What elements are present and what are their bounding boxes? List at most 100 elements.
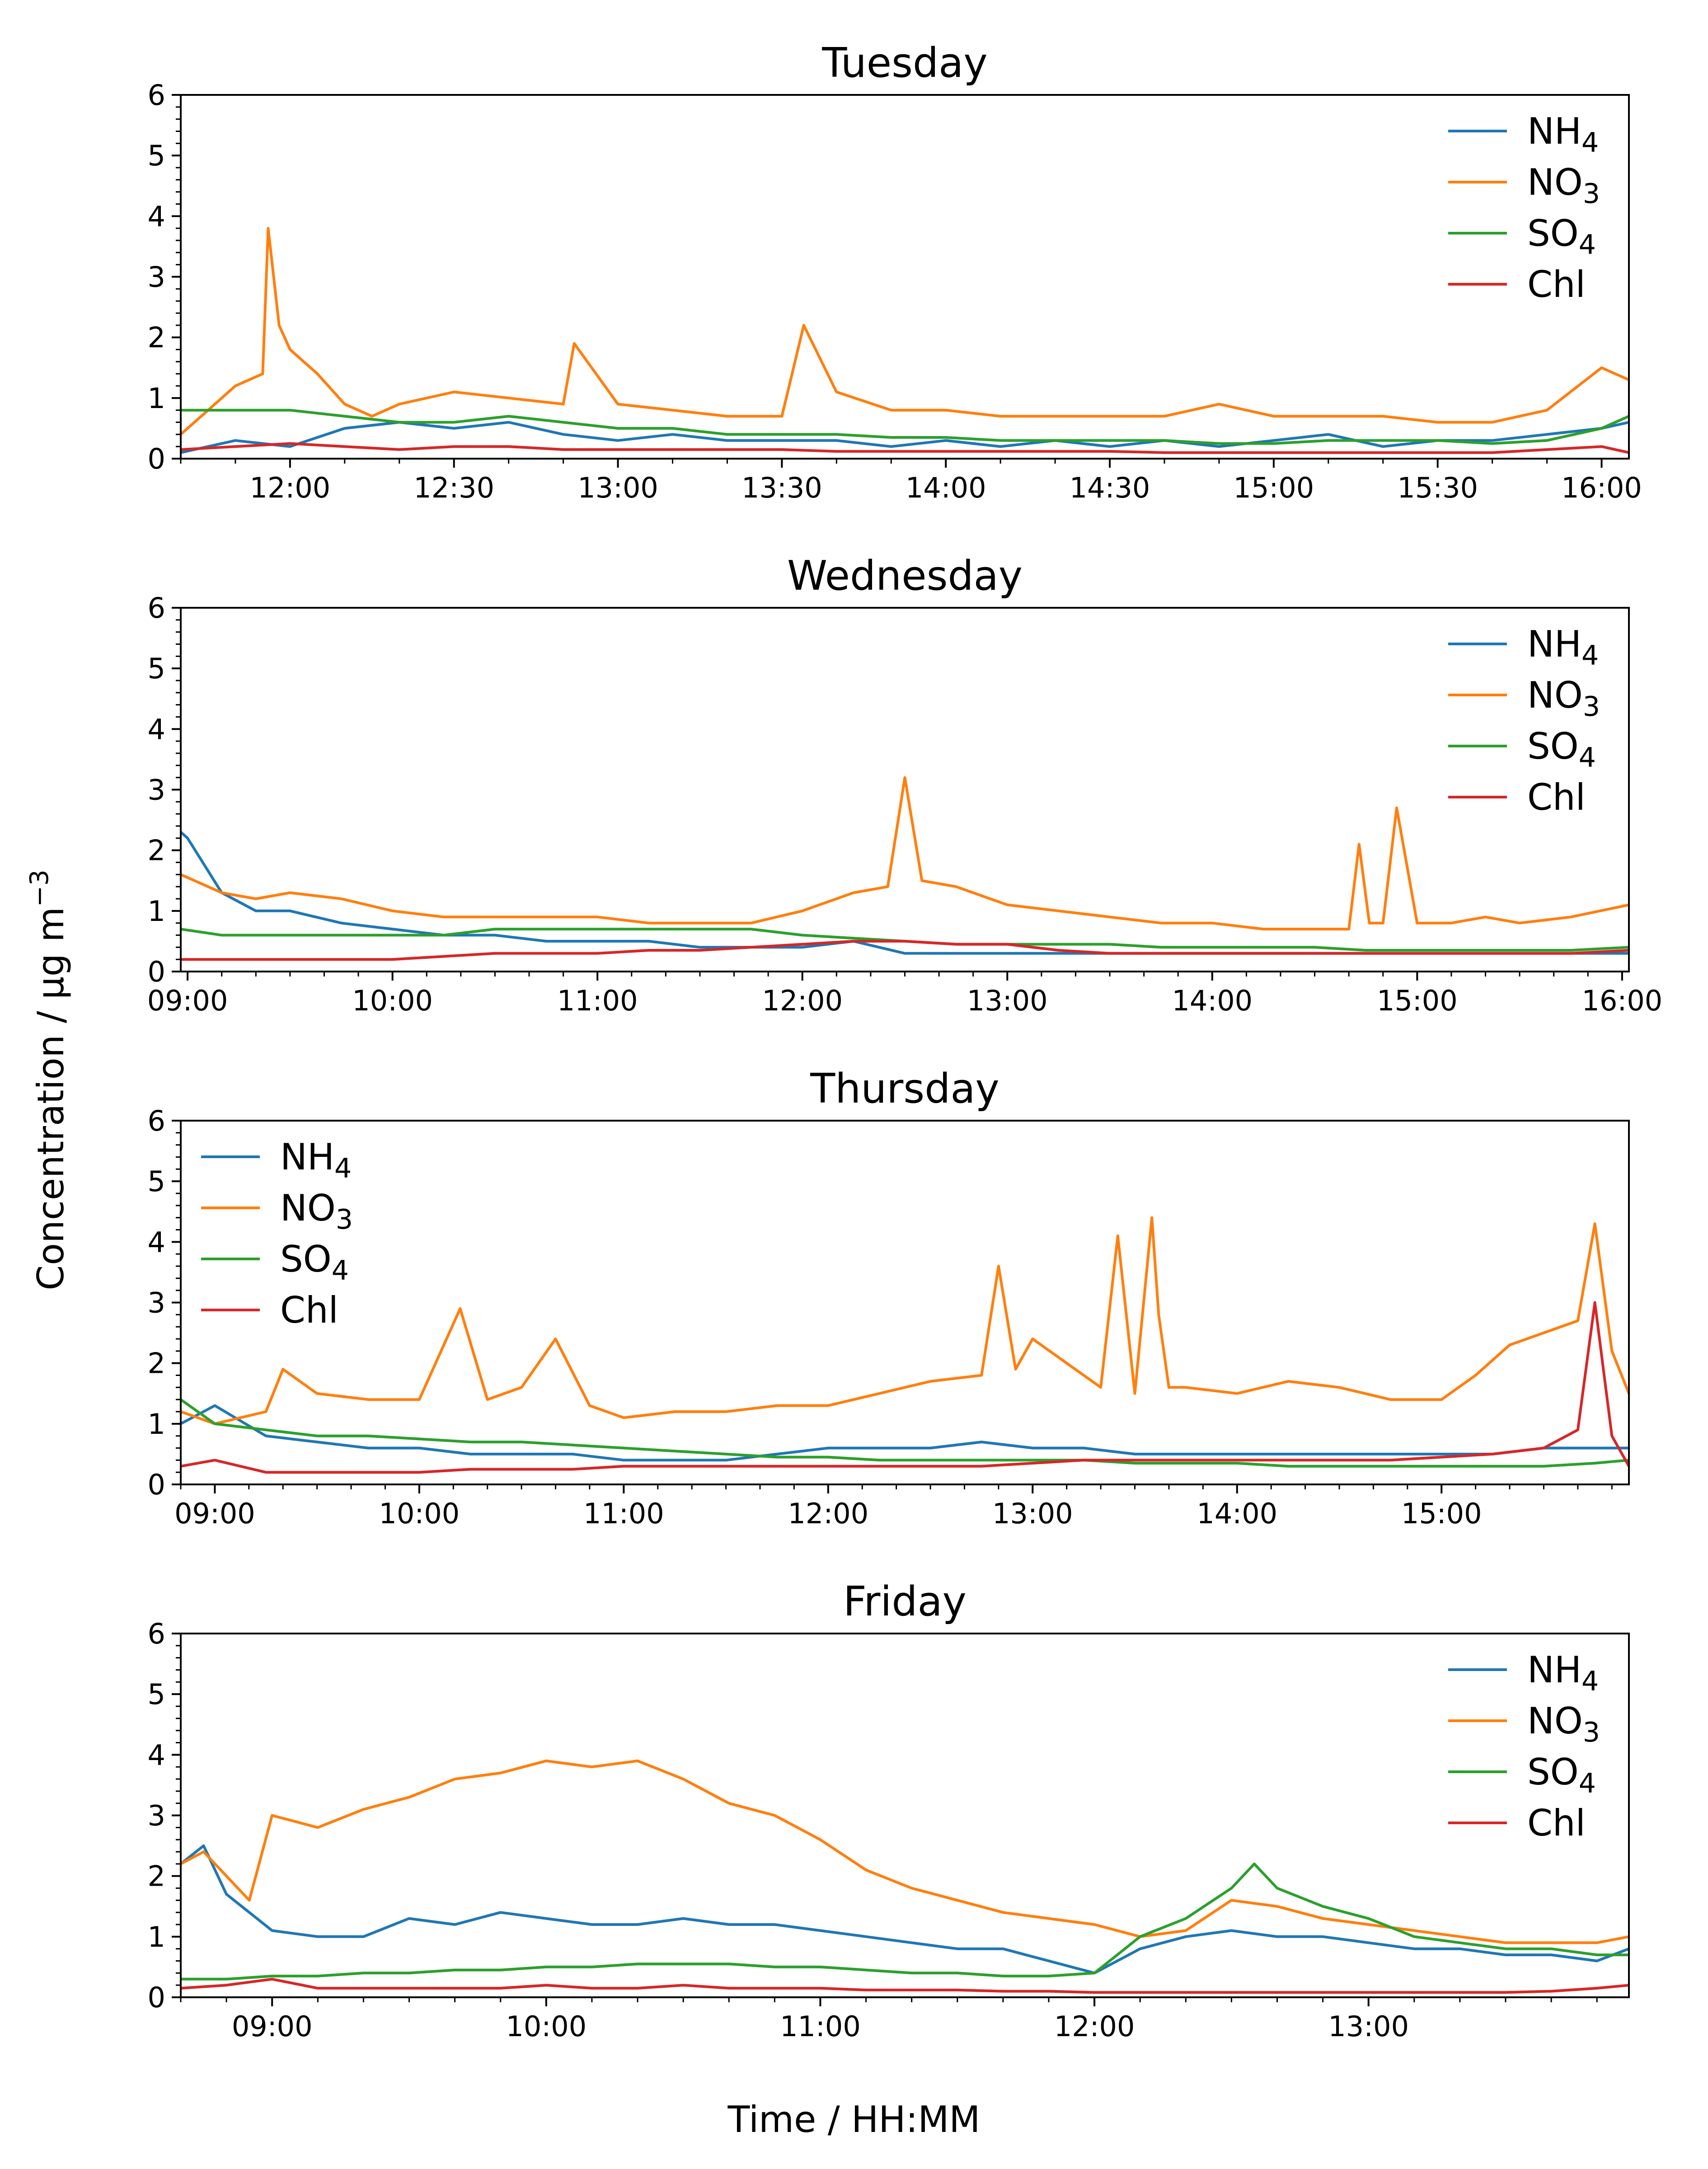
y-tick-label: 2 xyxy=(148,321,165,354)
series-line-chl xyxy=(181,939,1629,961)
series-line-so4 xyxy=(181,408,1629,445)
panel-title: Friday xyxy=(843,1578,967,1625)
y-tick-label: 2 xyxy=(148,834,165,867)
y-tick-label: 0 xyxy=(148,955,165,988)
series-line-so4 xyxy=(181,1398,1629,1468)
x-tick-label: 09:00 xyxy=(232,2010,313,2043)
legend-label-so4: SO4 xyxy=(1527,1751,1596,1799)
series-group xyxy=(181,227,1629,454)
panel-thursday: Thursday 0 1 2 3 4 5 6 09:00 10:00 11:00 12:00 13:00… xyxy=(148,1065,1630,1530)
axes-frame xyxy=(180,94,1630,460)
x-tick-label: 09:00 xyxy=(174,1497,255,1530)
y-tick-label: 1 xyxy=(148,382,165,415)
legend-label-chl: Chl xyxy=(280,1289,338,1331)
y-axis-label-text: Concentration / μg m xyxy=(30,907,72,1291)
y-tick-label: 4 xyxy=(148,200,165,233)
x-tick-label: 11:00 xyxy=(583,1497,664,1530)
y-tick-label: 5 xyxy=(148,1165,165,1198)
x-tick-label: 09:00 xyxy=(147,984,228,1017)
series-line-chl xyxy=(181,1977,1629,1994)
legend-label-nh4: NH4 xyxy=(280,1136,352,1184)
x-tick-label: 11:00 xyxy=(780,2010,861,2043)
x-tick-label: 15:00 xyxy=(1377,984,1458,1017)
series-line-no3 xyxy=(181,776,1629,931)
x-tick-label: 10:00 xyxy=(379,1497,460,1530)
y-tick-label: 0 xyxy=(148,1981,165,2014)
x-tick-label: 13:00 xyxy=(1328,2010,1409,2043)
x-tick-label: 15:30 xyxy=(1397,471,1478,504)
legend-label-nh4: NH4 xyxy=(1527,623,1599,671)
x-tick-label: 14:00 xyxy=(1197,1497,1277,1530)
legend-label-no3: NO3 xyxy=(1527,1700,1600,1748)
legend-label-chl: Chl xyxy=(1527,1802,1586,1844)
y-axis-label-exponent: −3 xyxy=(25,869,54,907)
legend-label-no3: NO3 xyxy=(1527,674,1600,723)
series-line-chl xyxy=(181,1301,1629,1474)
x-tick-label: 10:00 xyxy=(506,2010,587,2043)
series-group xyxy=(181,1759,1629,1994)
panel-wednesday: Wednesday 0 1 2 3 4 5 6 09:00 10:00 11:00 12:00 13:0… xyxy=(147,552,1662,1017)
y-tick-label: 5 xyxy=(148,139,165,172)
y-tick-label: 3 xyxy=(148,774,165,807)
y-tick-label: 0 xyxy=(148,442,165,475)
x-tick-label: 12:00 xyxy=(1054,2010,1135,2043)
y-tick-label: 6 xyxy=(148,79,165,112)
y-tick-label: 6 xyxy=(148,592,165,624)
axes-frame xyxy=(180,607,1630,972)
legend-label-so4: SO4 xyxy=(280,1238,349,1286)
y-tick-label: 4 xyxy=(148,1738,165,1771)
series-line-so4 xyxy=(181,1862,1629,1981)
legend-label-no3: NO3 xyxy=(280,1187,353,1235)
series-group xyxy=(181,1216,1629,1474)
y-tick-label: 4 xyxy=(148,1225,165,1258)
panel-title: Thursday xyxy=(810,1065,999,1113)
legend-label-chl: Chl xyxy=(1527,776,1586,818)
panel-title: Wednesday xyxy=(787,552,1023,600)
legend-label-nh4: NH4 xyxy=(1527,1649,1599,1697)
x-tick-label: 12:00 xyxy=(788,1497,868,1530)
y-tick-label: 6 xyxy=(148,1104,165,1137)
series-line-so4 xyxy=(181,928,1629,952)
y-tick-label: 1 xyxy=(148,1408,165,1441)
y-tick-label: 2 xyxy=(148,1347,165,1380)
y-tick-label: 3 xyxy=(148,1799,165,1832)
panel-tuesday: Tuesday 0 1 2 3 4 5 6 12:00 12:30 13:00 13:30 14:00 1… xyxy=(148,39,1642,504)
y-tick-label: 3 xyxy=(148,261,165,294)
x-tick-label: 13:00 xyxy=(967,984,1048,1017)
x-tick-label: 15:00 xyxy=(1234,471,1314,504)
series-line-nh4 xyxy=(181,1404,1629,1462)
y-tick-label: 1 xyxy=(148,895,165,928)
series-group xyxy=(181,776,1629,961)
x-axis-label: Time / HH:MM xyxy=(727,2099,981,2141)
axes-frame xyxy=(180,1633,1630,1998)
panels: Tuesday 0 1 2 3 4 5 6 12:00 12:30 13:00 13:30 14:00 1… xyxy=(147,39,1662,2043)
x-tick-label: 10:00 xyxy=(352,984,433,1017)
series-line-chl xyxy=(181,442,1629,454)
legend-label-chl: Chl xyxy=(1527,263,1586,305)
x-tick-label: 15:00 xyxy=(1401,1497,1482,1530)
x-tick-label: 13:30 xyxy=(741,471,822,504)
x-tick-label: 13:00 xyxy=(992,1497,1073,1530)
y-tick-label: 4 xyxy=(148,713,165,746)
x-tick-label: 11:00 xyxy=(557,984,638,1017)
y-tick-label: 6 xyxy=(148,1617,165,1650)
panel-title: Tuesday xyxy=(821,39,987,87)
x-tick-label: 16:00 xyxy=(1582,984,1663,1017)
legend-label-so4: SO4 xyxy=(1527,212,1596,261)
legend-label-no3: NO3 xyxy=(1527,161,1600,210)
axes-frame xyxy=(180,1120,1630,1485)
x-tick-label: 14:00 xyxy=(1172,984,1253,1017)
y-tick-label: 3 xyxy=(148,1286,165,1319)
y-tick-label: 0 xyxy=(148,1468,165,1501)
x-tick-label: 14:30 xyxy=(1070,471,1150,504)
x-tick-label: 12:30 xyxy=(413,471,494,504)
series-line-nh4 xyxy=(181,421,1629,454)
x-tick-label: 16:00 xyxy=(1561,471,1642,504)
legend-label-so4: SO4 xyxy=(1527,725,1596,774)
y-tick-label: 1 xyxy=(148,1920,165,1953)
